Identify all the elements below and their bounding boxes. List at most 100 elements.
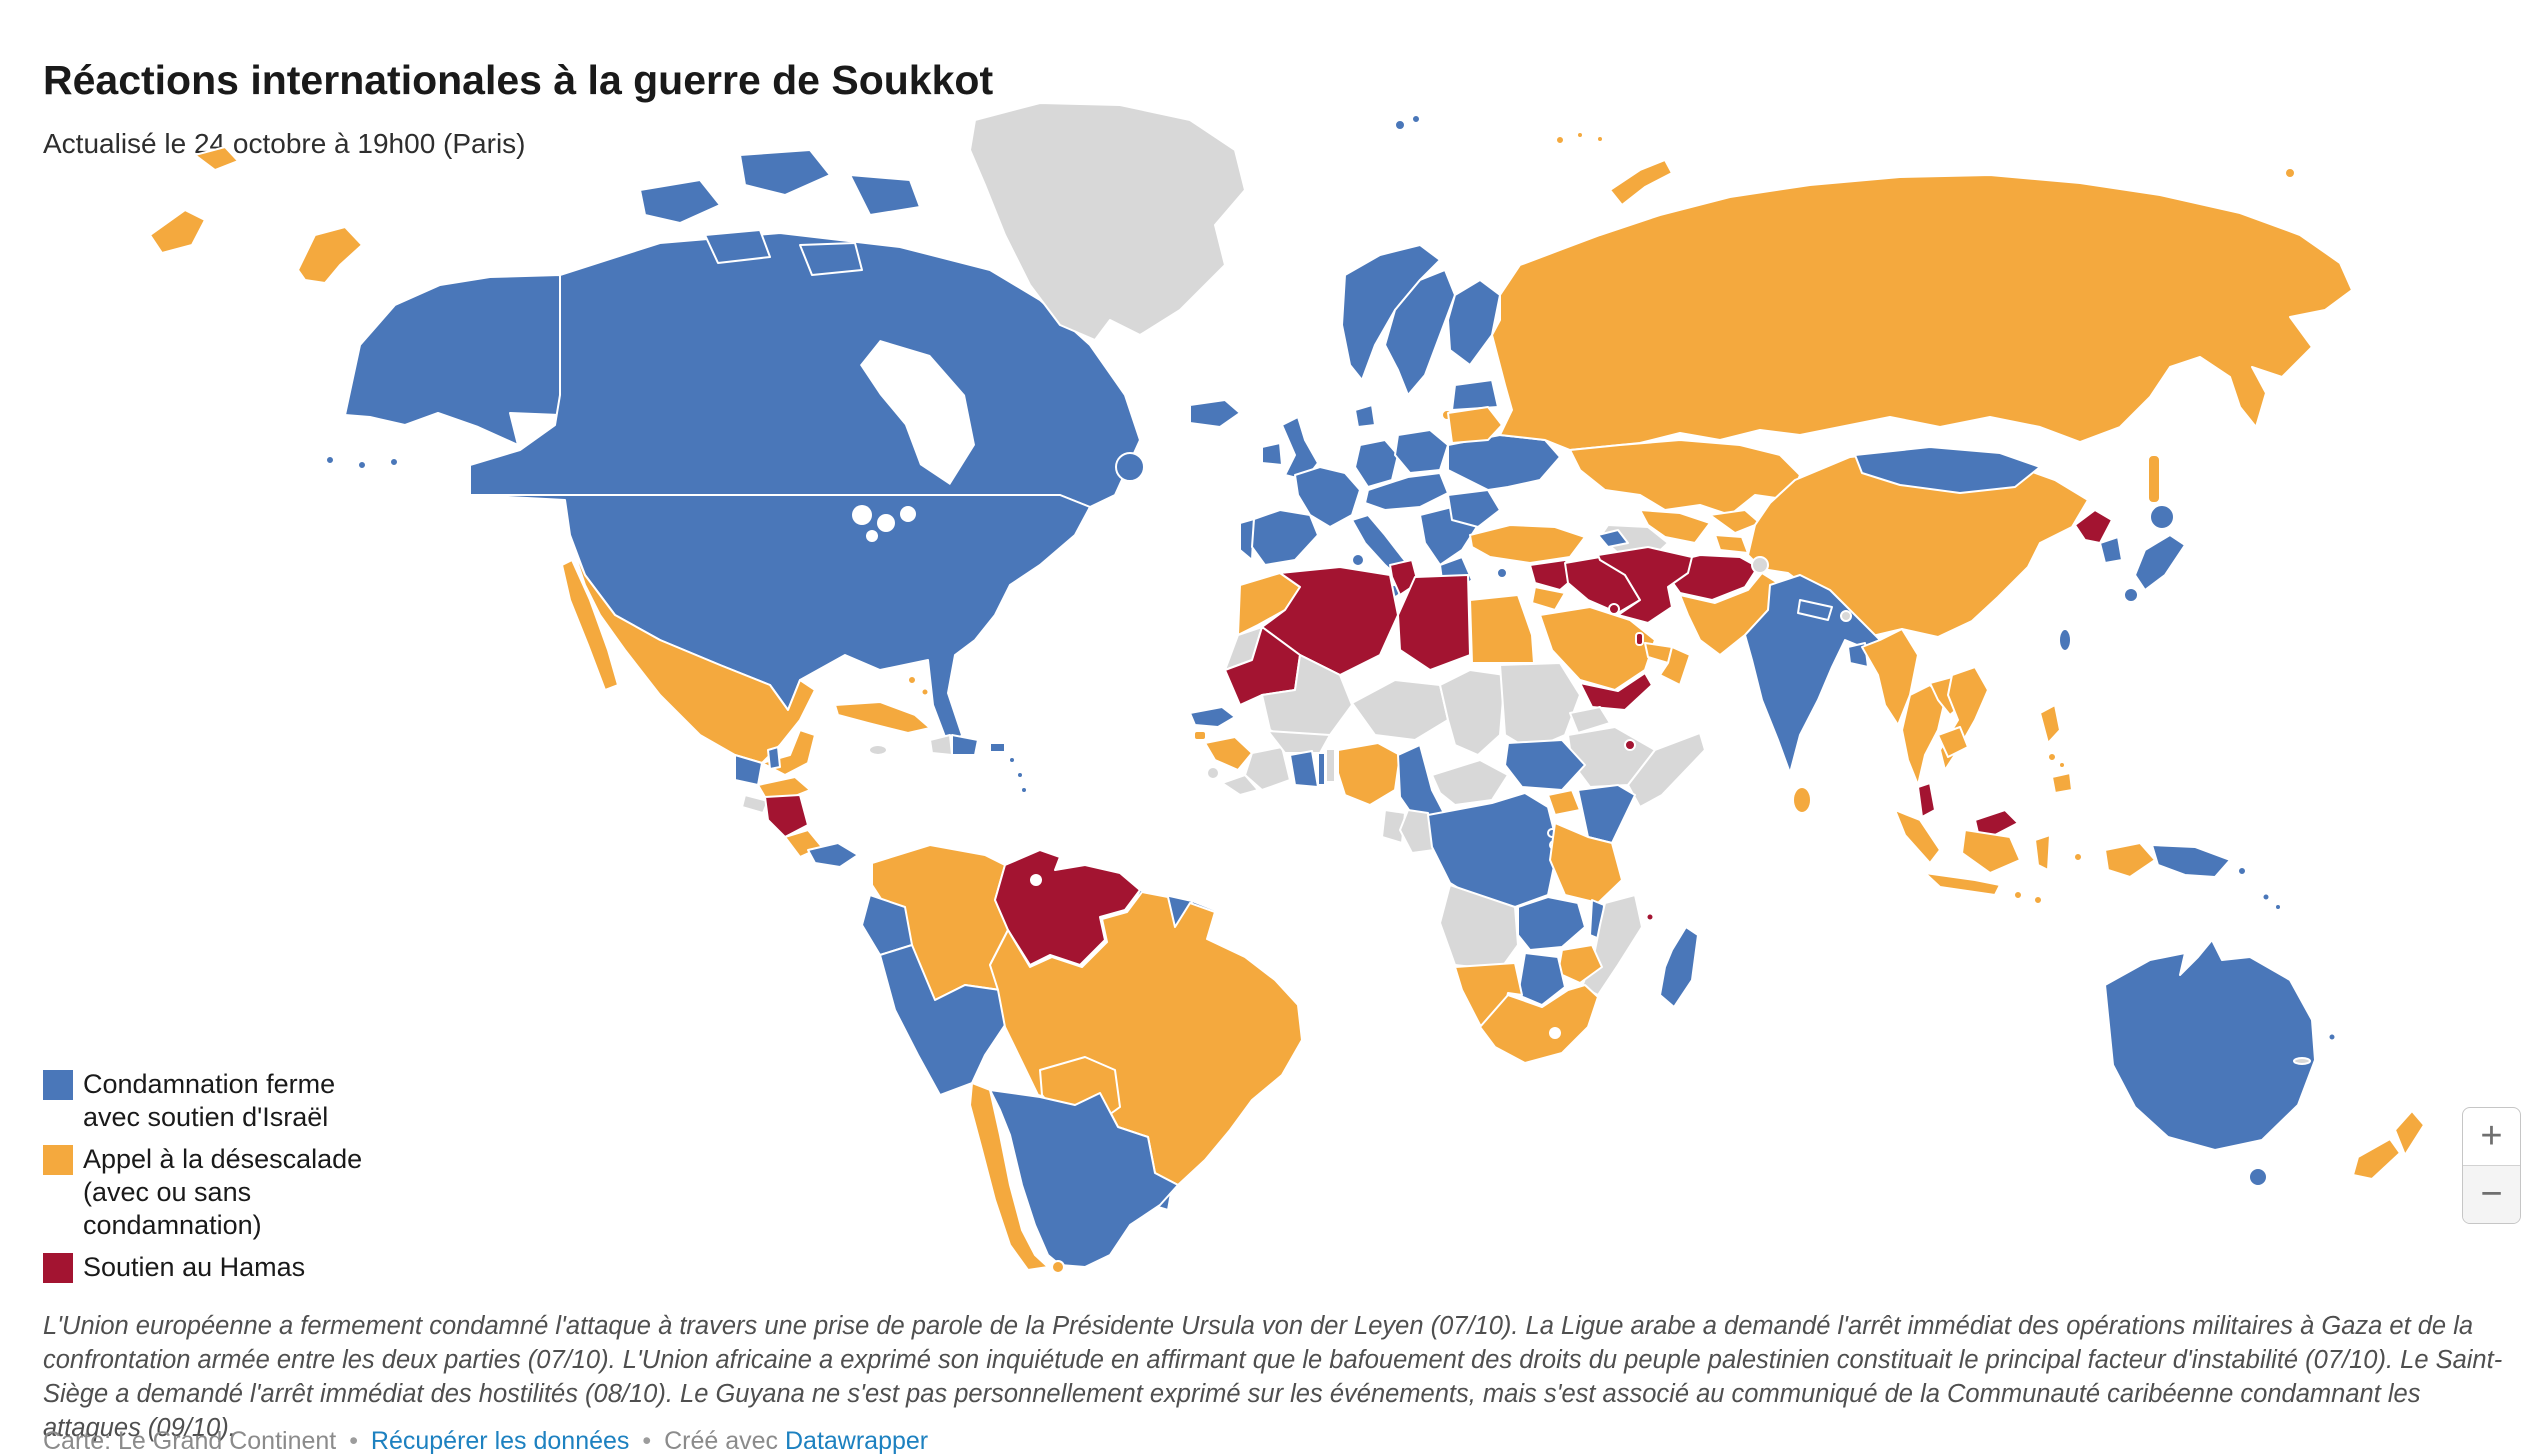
- country-kyrgyzstan[interactable]: [1709, 509, 1761, 534]
- country-madagascar[interactable]: [1659, 926, 1699, 1008]
- indonesia-java[interactable]: [1924, 872, 2001, 896]
- country-iran[interactable]: [1597, 546, 1693, 624]
- country-dr-congo[interactable]: [1427, 792, 1559, 908]
- country-kazakhstan[interactable]: [1569, 439, 1801, 516]
- country-alaska[interactable]: [344, 274, 561, 446]
- newfoundland[interactable]: [1115, 452, 1145, 482]
- philippines-luzon[interactable]: [2039, 704, 2061, 744]
- country-canada-arctic-2[interactable]: [739, 149, 831, 196]
- country-nicaragua[interactable]: [764, 794, 809, 838]
- country-qatar[interactable]: [1635, 632, 1644, 646]
- country-spain[interactable]: [1251, 509, 1319, 566]
- country-portugal[interactable]: [1239, 518, 1255, 561]
- kashmir[interactable]: [1751, 556, 1769, 574]
- country-senegal[interactable]: [1189, 706, 1236, 728]
- country-kuwait[interactable]: [1608, 603, 1620, 615]
- country-fiji[interactable]: [2327, 1032, 2337, 1042]
- maluku[interactable]: [2073, 852, 2083, 862]
- country-yemen[interactable]: [1579, 672, 1653, 711]
- lesser-sunda[interactable]: [2033, 895, 2043, 905]
- get-data-link[interactable]: Récupérer les données: [370, 1427, 630, 1455]
- tierra-del-fuego[interactable]: [1051, 1260, 1065, 1274]
- country-south-sudan[interactable]: [1504, 739, 1586, 791]
- country-liberia[interactable]: [1221, 774, 1259, 796]
- japan-hokkaido[interactable]: [2149, 504, 2175, 530]
- philippines-mindanao[interactable]: [2051, 772, 2073, 794]
- wrangel-island[interactable]: [2284, 167, 2296, 179]
- tasmania[interactable]: [2248, 1167, 2268, 1187]
- country-canada-arctic-3[interactable]: [849, 174, 921, 216]
- country-bahamas[interactable]: [920, 687, 930, 697]
- country-bhutan[interactable]: [1840, 610, 1852, 622]
- country-uganda[interactable]: [1547, 789, 1581, 816]
- aleutian-island[interactable]: [389, 457, 399, 467]
- country-russia-chukotka-wrap2[interactable]: [194, 146, 239, 171]
- country-panama[interactable]: [807, 842, 859, 868]
- aleutian-island[interactable]: [357, 460, 367, 470]
- country-cyprus[interactable]: [1496, 567, 1508, 579]
- country-egypt[interactable]: [1469, 594, 1535, 664]
- country-peru[interactable]: [879, 944, 1006, 1096]
- country-belarus[interactable]: [1447, 406, 1503, 444]
- country-azerbaijan[interactable]: [1597, 529, 1629, 548]
- country-finland[interactable]: [1447, 279, 1501, 366]
- country-puerto-rico[interactable]: [989, 742, 1006, 753]
- franz-josef-land[interactable]: [1596, 135, 1604, 143]
- country-niger[interactable]: [1351, 679, 1449, 741]
- new-britain[interactable]: [2237, 866, 2247, 876]
- country-solomon-islands[interactable]: [2274, 903, 2282, 911]
- country-sierra-leone[interactable]: [1206, 766, 1220, 780]
- country-comoros[interactable]: [1645, 912, 1655, 922]
- country-oman[interactable]: [1659, 646, 1691, 686]
- country-poland[interactable]: [1394, 429, 1449, 474]
- country-iceland[interactable]: [1189, 399, 1241, 428]
- country-sri-lanka[interactable]: [1792, 786, 1812, 814]
- country-congo[interactable]: [1399, 809, 1435, 854]
- country-greenland[interactable]: [969, 102, 1246, 341]
- country-argentina[interactable]: [989, 1089, 1179, 1268]
- country-jordan[interactable]: [1531, 586, 1566, 611]
- zoom-in-button[interactable]: +: [2480, 1115, 2503, 1157]
- philippines-visayas[interactable]: [2047, 752, 2057, 762]
- country-bahamas[interactable]: [907, 675, 917, 685]
- country-north-korea[interactable]: [2074, 509, 2113, 544]
- svalbard[interactable]: [1394, 119, 1406, 131]
- country-canada-arctic-4[interactable]: [704, 229, 771, 264]
- new-zealand-south[interactable]: [2352, 1138, 2401, 1180]
- lesser-sunda[interactable]: [2013, 890, 2023, 900]
- indonesia-papua[interactable]: [2104, 842, 2156, 878]
- country-solomon-islands[interactable]: [2261, 892, 2271, 902]
- country-new-caledonia[interactable]: [2293, 1057, 2311, 1065]
- country-eritrea[interactable]: [1569, 706, 1611, 734]
- country-france[interactable]: [1294, 466, 1361, 528]
- country-papua-new-guinea[interactable]: [2151, 844, 2231, 878]
- country-libya[interactable]: [1397, 574, 1471, 671]
- country-tajikistan[interactable]: [1714, 534, 1749, 554]
- lesser-antilles[interactable]: [1016, 771, 1024, 779]
- country-mexico[interactable]: [569, 539, 816, 764]
- country-ireland[interactable]: [1261, 442, 1283, 466]
- country-sudan[interactable]: [1499, 662, 1581, 751]
- country-russia[interactable]: [1491, 174, 2353, 451]
- country-canada-arctic-5[interactable]: [799, 242, 863, 276]
- svalbard[interactable]: [1411, 114, 1421, 124]
- country-india[interactable]: [1744, 574, 1881, 774]
- country-canada-arctic-1[interactable]: [639, 179, 721, 224]
- country-haiti[interactable]: [929, 734, 953, 756]
- novaya-zemlya[interactable]: [1609, 159, 1673, 206]
- country-uzbekistan[interactable]: [1639, 509, 1711, 544]
- indonesia-sumatra[interactable]: [1894, 809, 1941, 864]
- country-russia-chukotka[interactable]: [297, 226, 363, 284]
- country-saudi-arabia[interactable]: [1539, 606, 1656, 691]
- region-romania-bulgaria[interactable]: [1447, 489, 1501, 528]
- country-denmark[interactable]: [1354, 404, 1376, 428]
- sardinia[interactable]: [1351, 553, 1365, 567]
- lesser-antilles[interactable]: [1020, 786, 1028, 794]
- philippines-visayas[interactable]: [2058, 761, 2066, 769]
- japan-kyushu[interactable]: [2123, 587, 2139, 603]
- country-germany[interactable]: [1354, 439, 1399, 488]
- country-chad[interactable]: [1439, 669, 1506, 756]
- country-mongolia[interactable]: [1854, 446, 2041, 494]
- country-ghana[interactable]: [1289, 750, 1319, 788]
- country-jamaica[interactable]: [868, 744, 888, 756]
